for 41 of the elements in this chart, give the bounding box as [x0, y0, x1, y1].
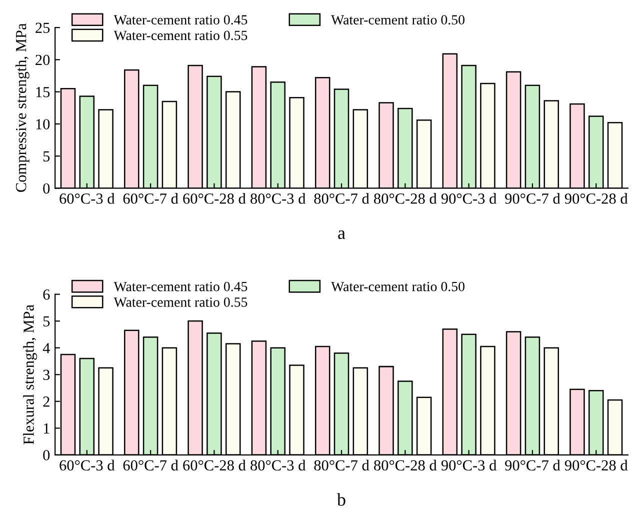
- x-axis-title: b: [336, 493, 346, 506]
- y-tick-label: 1: [44, 423, 50, 434]
- x-tick-label: 60°C-7 d: [123, 460, 178, 471]
- y-tick-label: 15: [36, 87, 50, 98]
- x-tick-label: 90°C-28 d: [564, 193, 628, 204]
- legend-label: Water-cement ratio 0.45: [114, 282, 248, 292]
- x-tick-label: 80°C-7 d: [314, 460, 370, 471]
- legend-label: Water-cement ratio 0.45: [114, 15, 248, 25]
- x-tick-label: 60°C-28 d: [183, 460, 246, 471]
- y-tick-label: 6: [43, 289, 50, 300]
- y-tick-label: 25: [36, 22, 50, 33]
- x-axis-title: a: [338, 230, 346, 240]
- legend-label: Water-cement ratio 0.55: [114, 297, 248, 307]
- y-axis-title: Flexural strength, MPa: [23, 304, 38, 444]
- x-tick-label: 90°C-28 d: [564, 460, 628, 471]
- y-tick-label: 5: [43, 316, 50, 326]
- y-tick-label: 2: [43, 396, 50, 407]
- y-tick-label: 10: [36, 119, 50, 130]
- x-tick-label: 60°C-28 d: [183, 193, 246, 204]
- y-tick-label: 4: [42, 343, 50, 354]
- x-tick-label: 80°C-28 d: [374, 460, 437, 471]
- legend-label: Water-cement ratio 0.55: [114, 30, 248, 40]
- y-tick-label: 20: [36, 54, 50, 66]
- x-tick-label: 90°C-3 d: [441, 460, 496, 471]
- x-tick-label: 90°C-7 d: [505, 460, 560, 471]
- legend-label: Water-cement ratio 0.50: [331, 15, 464, 25]
- x-tick-label: 90°C-7 d: [505, 193, 560, 204]
- x-tick-label: 60°C-3 d: [60, 193, 115, 204]
- y-tick-label: 5: [43, 151, 50, 162]
- x-tick-label: 90°C-3 d: [441, 193, 496, 204]
- x-tick-label: 80°C-3 d: [250, 460, 306, 471]
- y-axis-title: Compressive strength, MPa: [15, 23, 30, 192]
- x-tick-label: 80°C-3 d: [250, 193, 306, 204]
- x-tick-label: 80°C-28 d: [374, 193, 437, 204]
- x-tick-label: 60°C-7 d: [123, 193, 178, 204]
- y-tick-label: 0: [43, 450, 50, 460]
- y-tick-label: 0: [43, 183, 50, 194]
- x-tick-label: 60°C-3 d: [60, 460, 115, 471]
- y-tick-label: 3: [43, 370, 50, 380]
- x-tick-label: 80°C-7 d: [314, 193, 370, 204]
- legend-label: Water-cement ratio 0.50: [331, 282, 464, 292]
